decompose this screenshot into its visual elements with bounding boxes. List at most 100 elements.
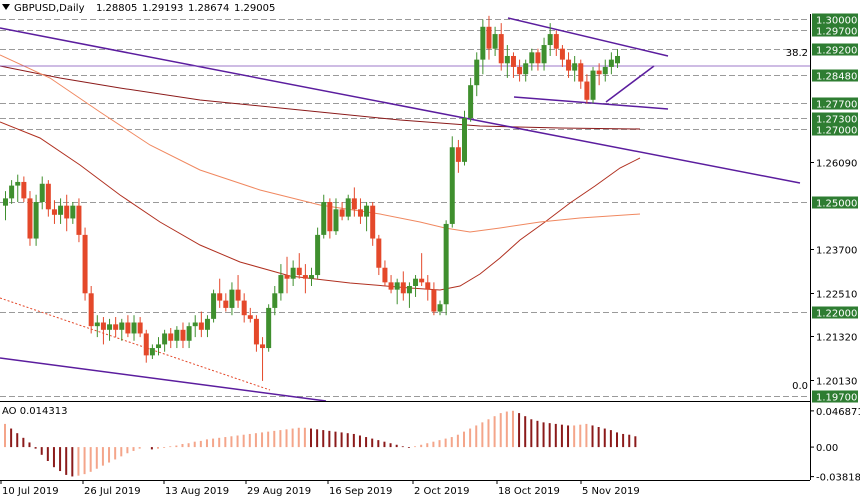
candle-body	[107, 324, 113, 330]
candle	[211, 289, 217, 323]
triangle-down-icon[interactable]	[2, 4, 10, 10]
candle	[162, 329, 168, 352]
candle	[15, 174, 21, 203]
candle-body	[125, 322, 131, 334]
candle	[474, 52, 480, 97]
price-tick-label: 1.20130	[816, 377, 857, 388]
candle	[21, 176, 27, 203]
price-level-label: 1.25000	[816, 199, 857, 210]
candle	[9, 180, 15, 204]
candle-body	[400, 282, 406, 294]
chart-header: GBPUSD,Daily 1.28805 1.29193 1.28674 1.2…	[2, 3, 275, 14]
price-tick-label: 1.26090	[816, 159, 857, 170]
candle-body	[321, 202, 327, 235]
candle-body	[100, 322, 106, 330]
time-tick-label: 29 Aug 2019	[247, 486, 311, 497]
candle	[309, 267, 314, 286]
fib-level-label: 0.0	[792, 381, 808, 392]
ao-tick-label: 0.046871	[816, 407, 860, 418]
candle-body	[137, 322, 143, 334]
candle-body	[174, 329, 180, 341]
candle	[241, 293, 247, 323]
candle	[535, 48, 541, 71]
candle	[443, 220, 449, 316]
price-tick-label: 1.21320	[816, 333, 857, 344]
candle	[100, 317, 106, 345]
candle-body	[302, 275, 308, 279]
ma-slow-line	[0, 65, 641, 130]
open-value: 1.28805	[96, 3, 137, 14]
candle	[217, 278, 223, 308]
low-value: 1.28674	[188, 3, 229, 14]
candle	[590, 66, 596, 104]
candle	[498, 23, 504, 71]
candle	[253, 315, 259, 352]
candle	[615, 49, 620, 69]
candle-body	[596, 70, 602, 75]
fib-level-label: 38.2	[786, 48, 808, 59]
candle-body	[143, 333, 149, 356]
ao-tick-label: -0.038182	[816, 473, 860, 484]
candle	[492, 26, 498, 56]
candle-body	[498, 34, 504, 64]
time-axis: 10 Jul 2019 26 Jul 2019 13 Aug 2019 29 Aug …	[0, 480, 640, 497]
level-price-box	[812, 123, 858, 136]
candle	[596, 63, 602, 86]
candle-body	[388, 282, 394, 290]
price-tick-label: 1.22510	[816, 290, 857, 301]
candle-body	[345, 198, 351, 217]
candle	[198, 311, 204, 338]
candle-body	[486, 26, 492, 49]
candle-body	[39, 183, 45, 203]
candle-body	[247, 315, 253, 319]
candle-body	[76, 205, 82, 235]
candle	[76, 198, 82, 243]
candle-body	[431, 289, 437, 312]
candle-body	[364, 205, 370, 217]
time-tick-label: 5 Nov 2019	[582, 486, 640, 497]
candle	[278, 264, 284, 301]
candle-body	[566, 59, 572, 71]
candle	[566, 52, 572, 78]
candle	[204, 315, 210, 338]
candle-body	[339, 209, 345, 217]
candle	[339, 202, 345, 221]
candle-body	[492, 34, 498, 49]
grid-lines	[0, 19, 810, 397]
candle	[517, 59, 523, 82]
candle-body	[394, 282, 400, 290]
candle-body	[241, 300, 247, 316]
candle	[486, 15, 492, 60]
candle-body	[119, 322, 125, 330]
candle-body	[376, 238, 382, 268]
candle	[541, 37, 547, 71]
ao-axis: 0.046871 0.00 -0.038182	[810, 407, 860, 484]
candle	[260, 337, 266, 381]
candle-body	[425, 282, 431, 290]
candle-body	[559, 48, 565, 60]
candle	[351, 187, 357, 217]
candle	[584, 74, 590, 104]
candle-body	[113, 324, 119, 330]
ao-title: AO 0.014313	[2, 406, 67, 417]
candle-body	[572, 63, 578, 71]
candles	[3, 15, 620, 381]
candle-body	[351, 198, 357, 210]
candle-body	[357, 209, 363, 217]
candle-body	[602, 66, 608, 75]
high-value: 1.29193	[142, 3, 183, 14]
candle	[413, 275, 419, 297]
ao-tick-label: 0.00	[816, 443, 838, 454]
candle	[370, 202, 376, 246]
candle	[137, 317, 143, 338]
candle	[608, 52, 614, 75]
candle	[82, 227, 88, 301]
candle	[449, 136, 455, 228]
candle-body	[480, 26, 486, 60]
candle-body	[70, 205, 76, 219]
candle	[321, 194, 327, 239]
candle-body	[437, 304, 443, 312]
candle-body	[223, 300, 229, 308]
candle	[431, 282, 437, 316]
candle-body	[504, 55, 510, 64]
